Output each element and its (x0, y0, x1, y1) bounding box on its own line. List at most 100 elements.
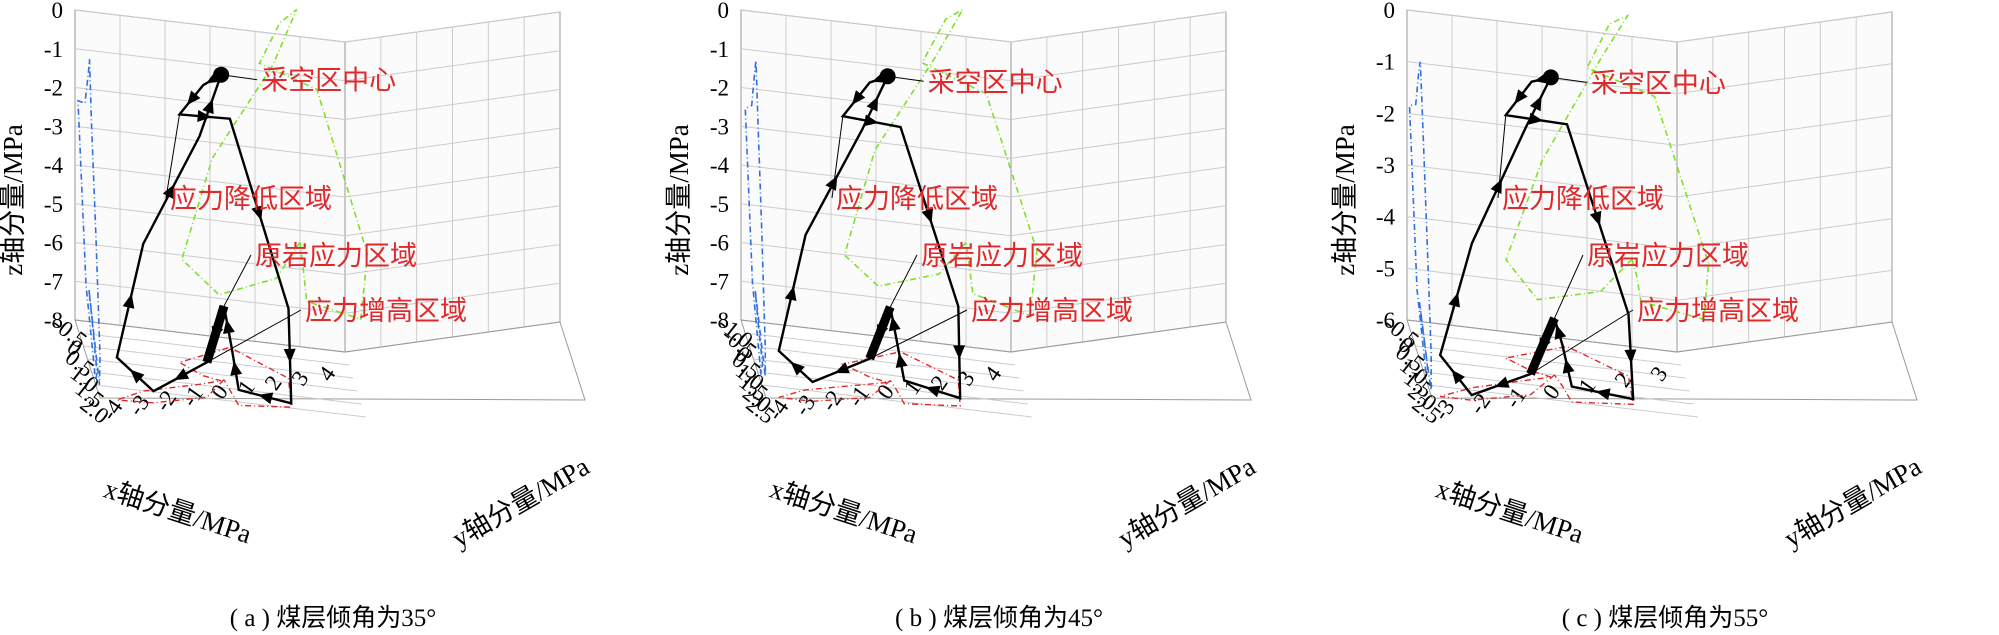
z-tick-label: -1 (710, 37, 729, 62)
grid-line (749, 345, 1020, 379)
chart-a-canvas: 0-1-2-3-4-5-6-7-8-0.500.51.01.52.043210-… (0, 0, 594, 553)
path-arrow-marker (953, 345, 966, 360)
path-arrow-marker (895, 353, 908, 368)
z-axis-label: z轴分量/MPa (0, 124, 28, 276)
grid-line (87, 358, 358, 392)
grid-line (1423, 371, 1694, 405)
grid-line (95, 384, 366, 418)
axes-box-a (74, 9, 586, 418)
z-tick-label: 0 (52, 0, 64, 23)
y-tick-label: -2 (816, 386, 847, 416)
path-arrow-marker (1451, 369, 1465, 385)
z-tick-label: -1 (1376, 50, 1395, 75)
grid-line (757, 371, 1028, 405)
caption-b: ( b ) 煤层倾角为45° (895, 605, 1103, 632)
path-arrow-marker (202, 98, 214, 115)
yz-projection-b (843, 7, 1038, 317)
path-arrow-marker (162, 183, 175, 200)
path-arrow-marker (1529, 96, 1542, 112)
z-tick-label: -5 (44, 192, 63, 217)
path-arrow-marker (790, 361, 805, 376)
grid-line (1411, 332, 1682, 366)
z-tick-label: -4 (44, 153, 64, 178)
annotation-leader-line (1554, 254, 1584, 319)
annotation-label: 应力降低区域 (836, 184, 998, 215)
chart-c-canvas: 0-1-2-3-4-5-6-0.500.51.01.52.02.53210-1-… (1330, 0, 1927, 553)
path-arrow-marker (197, 109, 212, 122)
y-tick-label: 3 (952, 366, 979, 390)
z-tick-label: -2 (44, 76, 63, 101)
stress-path-c (1438, 75, 1635, 401)
x-axis-label: x轴分量/MPa (766, 474, 921, 550)
caption-c: ( c ) 煤层倾角为55° (1561, 605, 1769, 632)
path-arrow-marker (230, 361, 243, 376)
annotation-leader-line (889, 254, 918, 308)
path-arrow-marker (186, 90, 201, 106)
annotation-leader-line (869, 309, 968, 360)
annotation-label: 采空区中心 (928, 67, 1063, 98)
path-arrow-marker (130, 369, 145, 384)
grid-line (1427, 384, 1698, 418)
xy-projection-b (778, 351, 961, 407)
path-arrow-marker (863, 114, 879, 127)
annotation-label: 应力降低区域 (170, 184, 332, 215)
z-tick-label: -4 (710, 153, 730, 178)
path-arrow-marker (122, 293, 135, 309)
stress-increase-band (865, 305, 895, 361)
panel-c: 0 -1 -2 -3 -4 -5 -6 -0.5 0 0.5 1.0 1.5 2.0 2.5 3 2 1 0 -1-… (1330, 0, 1998, 635)
stress-path-a (115, 72, 293, 405)
stress-increase-band (202, 304, 229, 364)
z-tick-label: -8 (44, 308, 63, 333)
path-arrow-marker (851, 90, 866, 105)
path-arrow-marker (888, 316, 901, 332)
panel-a: 0 -1 -2 -3 -4 -5 -6 -7 -8 -0.5 0 0.5 1.0 1.5 2.0 4 3 2 1 0-… (0, 0, 666, 635)
xz-projection-a (77, 59, 101, 385)
annotation-leader-line (1550, 76, 1587, 83)
annotation-leader-line (165, 114, 180, 199)
annotation-label: 应力增高区域 (971, 296, 1133, 327)
z-tick-label: -3 (44, 114, 63, 139)
yz-projection-c (1505, 13, 1710, 321)
path-arrow-marker (834, 362, 850, 374)
caption-a: ( a ) 煤层倾角为35° (229, 605, 437, 632)
grid-line (745, 332, 1016, 366)
grid-line (753, 358, 1024, 392)
z-tick-label: -8 (710, 308, 729, 333)
z-tick-label: -6 (710, 231, 729, 256)
path-arrow-marker (1554, 324, 1567, 340)
path-arrow-marker (1448, 292, 1460, 308)
path-arrow-marker (925, 385, 941, 398)
z-tick-label: -5 (1376, 256, 1395, 281)
path-arrow-marker (283, 348, 296, 363)
z-tick-label: -6 (44, 231, 63, 256)
z-tick-label: -7 (710, 269, 729, 294)
annotation-leader-line (887, 75, 924, 82)
path-arrow-marker (174, 368, 190, 381)
annotation-label: 应力增高区域 (305, 296, 467, 327)
y-axis-label: y轴分量/MPa (1779, 451, 1927, 553)
y-tick-label: 3 (1645, 362, 1672, 386)
z-tick-label: -7 (44, 269, 63, 294)
annotation-leader-line (831, 116, 844, 199)
path-arrow-marker (921, 208, 933, 224)
annotation-leader-line (223, 254, 252, 307)
path-arrow-marker (1589, 210, 1602, 226)
path-arrow-marker (251, 205, 263, 221)
y-tick-label: -3 (789, 390, 820, 420)
annotation-leader-line (221, 74, 258, 81)
z-tick-label: -2 (1376, 101, 1395, 126)
z-tick-label: -3 (1376, 153, 1395, 178)
axes-box-b (740, 9, 1252, 418)
z-tick-label: -6 (1376, 308, 1395, 333)
y-tick-label: -3 (123, 390, 154, 420)
path-arrow-marker (1595, 388, 1611, 401)
annotation-leader-line (1497, 115, 1507, 199)
x-axis-label: x轴分量/MPa (100, 474, 255, 550)
path-arrow-marker (866, 96, 879, 112)
path-arrow-marker (1562, 358, 1575, 374)
annotation-label: 应力降低区域 (1502, 184, 1664, 215)
chart-b-canvas: 0-1-2-3-4-5-6-7-8-1.0-0.500.51.01.52.02.… (664, 0, 1260, 553)
xy-projection-a (116, 346, 293, 408)
annotation-label: 原岩应力区域 (1587, 241, 1749, 272)
